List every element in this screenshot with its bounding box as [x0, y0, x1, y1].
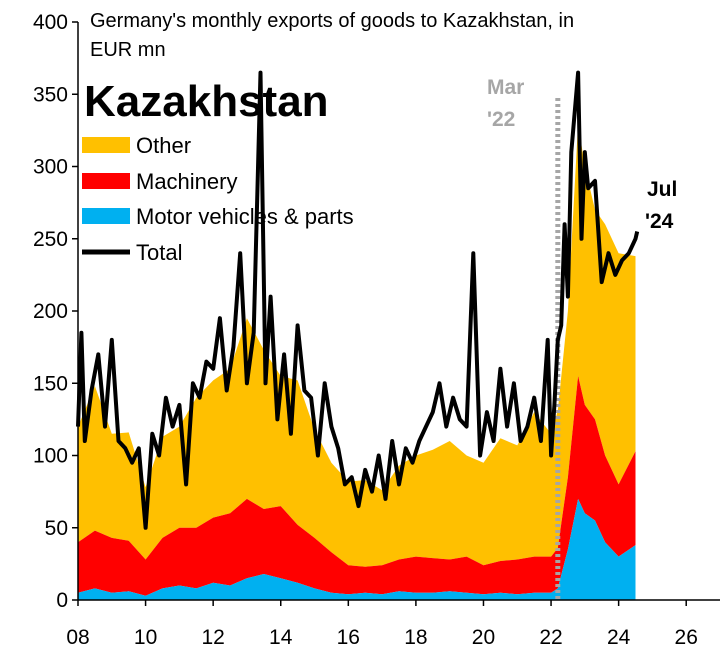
total-line-layer: [76, 70, 640, 530]
x-tick-label: 10: [134, 626, 157, 649]
x-tick-label: 20: [472, 626, 495, 649]
legend-swatch-motor-vehicles: [82, 208, 130, 224]
jul-label-line-2: '24: [645, 210, 674, 233]
y-tick-label: 250: [33, 228, 68, 251]
chart-title-line-2: EUR mn: [90, 39, 166, 61]
y-tick-label: 150: [33, 372, 68, 395]
area-motor-vehicles: [78, 498, 636, 600]
legend-swatch-machinery: [82, 173, 130, 189]
mar-label-line-2: '22: [487, 108, 515, 131]
legend: Other Machinery Motor vehicles & parts T…: [82, 133, 354, 265]
chart-title-line-1: Germany's monthly exports of goods to Ka…: [90, 10, 574, 32]
y-tick-label: 0: [56, 589, 68, 612]
x-tick-label: 16: [337, 626, 360, 649]
axes: 0 50 100 150 200 250 300 350 400 08 10 12 14 16 18 20 22…: [33, 11, 720, 649]
jul-label-line-1: Jul: [647, 178, 677, 201]
x-tick-label: 08: [66, 626, 89, 649]
total-line: [76, 70, 640, 530]
x-tick-label: 24: [607, 626, 631, 649]
y-tick-label: 350: [33, 83, 68, 106]
x-tick-label: 14: [269, 626, 293, 649]
legend-label-motor-vehicles: Motor vehicles & parts: [136, 204, 354, 229]
legend-label-total: Total: [136, 240, 182, 265]
legend-label-machinery: Machinery: [136, 169, 237, 194]
mar-label-line-1: Mar: [487, 76, 524, 99]
x-tick-label: 18: [404, 626, 427, 649]
legend-label-other: Other: [136, 133, 191, 158]
y-tick-label: 50: [45, 517, 68, 540]
y-tick-label: 300: [33, 156, 68, 179]
y-tick-label: 400: [33, 11, 68, 34]
area-series-group: [78, 123, 636, 600]
x-tick-label: 12: [201, 626, 224, 649]
area-other: [78, 123, 636, 567]
overlay-title: Kazakhstan: [84, 77, 329, 126]
area-machinery: [78, 376, 636, 596]
legend-swatch-other: [82, 137, 130, 153]
y-tick-label: 100: [33, 445, 68, 468]
x-tick-label: 22: [539, 626, 562, 649]
x-tick-label: 26: [675, 626, 698, 649]
y-tick-label: 200: [33, 300, 68, 323]
